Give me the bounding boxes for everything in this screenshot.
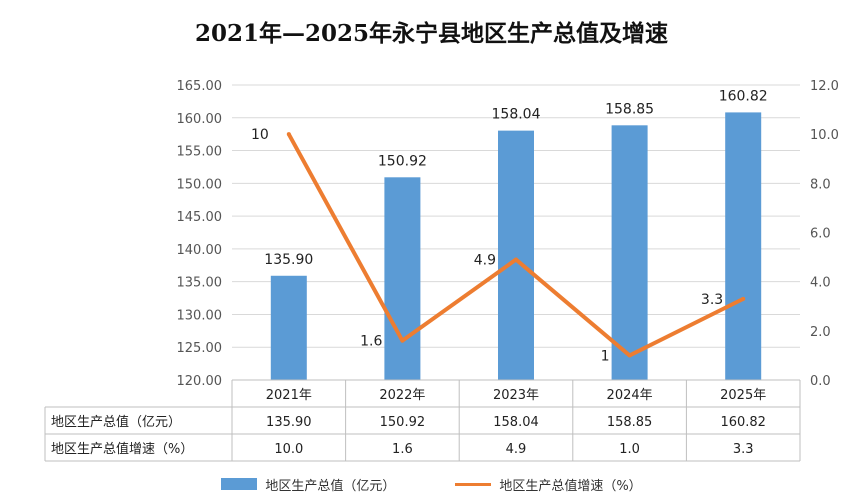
- legend: 地区生产总值（亿元） 地区生产总值增速（%）: [0, 472, 863, 496]
- line-data-label: 4.9: [474, 253, 496, 269]
- legend-item-growth: 地区生产总值增速（%）: [455, 475, 642, 494]
- table-cell: 135.90: [266, 415, 312, 430]
- table-cell: 3.3: [733, 442, 754, 457]
- bar: [270, 275, 307, 380]
- table-row-label: 地区生产总值（亿元）: [51, 414, 181, 430]
- bar: [725, 112, 762, 380]
- table-cell: 1.0: [619, 442, 640, 457]
- y-left-tick-label: 135.00: [177, 276, 223, 291]
- legend-line-swatch: [455, 482, 492, 486]
- table-cell: 4.9: [506, 442, 527, 457]
- line-point: [514, 257, 518, 262]
- line-point: [400, 338, 405, 343]
- bar-data-label: 158.04: [492, 107, 541, 123]
- table-cell: 150.92: [380, 415, 426, 430]
- y-right-tick-label: 10.0: [810, 128, 839, 143]
- x-category-label: 2023年: [493, 388, 539, 403]
- chart-title: 2021年—2025年永宁县地区生产总值及增速: [194, 20, 669, 47]
- bar: [384, 177, 421, 380]
- line-data-label: 3.3: [701, 292, 723, 308]
- x-category-label: 2021年: [266, 388, 312, 403]
- y-right-tick-label: 4.0: [810, 276, 831, 291]
- line-point: [741, 296, 746, 301]
- x-category-label: 2025年: [720, 388, 766, 403]
- line-data-label: 1.6: [360, 334, 382, 350]
- y-left-tick-label: 165.00: [177, 79, 223, 94]
- y-left-tick-label: 155.00: [177, 145, 223, 160]
- y-right-tick-label: 0.0: [810, 374, 831, 389]
- chart-canvas: 120.00 125.00 130.00 135.00 140.00 145.00 150.…: [44, 79, 839, 462]
- legend-label-growth: 地区生产总值增速（%）: [499, 478, 642, 494]
- bar-data-label: 158.85: [605, 101, 654, 117]
- table-row-label: 地区生产总值增速（%）: [51, 441, 193, 457]
- legend-label-gdp: 地区生产总值（亿元）: [265, 478, 396, 494]
- bar: [498, 130, 534, 380]
- y-right-tick-label: 6.0: [810, 227, 831, 242]
- line-point: [627, 353, 632, 358]
- line-data-label: 10: [251, 127, 269, 143]
- x-category-label: 2024年: [607, 388, 653, 403]
- y-right-tick-label: 12.0: [810, 79, 839, 94]
- table-cell: 160.82: [720, 415, 766, 430]
- y-left-tick-label: 150.00: [177, 177, 223, 192]
- y-left-tick-label: 130.00: [177, 308, 223, 323]
- y-left-tick-label: 160.00: [177, 112, 223, 127]
- legend-bar-swatch: [221, 478, 258, 490]
- bar-data-label: 160.82: [719, 88, 768, 104]
- bar-data-label: 150.92: [378, 153, 427, 169]
- legend-item-gdp: 地区生产总值（亿元）: [221, 475, 395, 494]
- table-cell: 1.6: [392, 442, 413, 457]
- y-left-tick-label: 145.00: [177, 210, 223, 225]
- table-cell: 10.0: [274, 442, 303, 457]
- line-point: [286, 132, 291, 137]
- y-left-tick-label: 140.00: [177, 243, 223, 258]
- y-right-tick-label: 2.0: [810, 325, 831, 340]
- y-right-tick-label: 8.0: [810, 177, 831, 192]
- table-cell: 158.85: [607, 415, 653, 430]
- bar-data-label: 135.90: [264, 252, 313, 268]
- y-left-tick-label: 120.00: [177, 374, 223, 389]
- x-category-label: 2022年: [379, 388, 425, 403]
- line-data-label: 1: [601, 348, 610, 364]
- bar: [611, 125, 648, 380]
- y-left-tick-label: 125.00: [177, 341, 223, 356]
- table-cell: 158.04: [493, 415, 539, 430]
